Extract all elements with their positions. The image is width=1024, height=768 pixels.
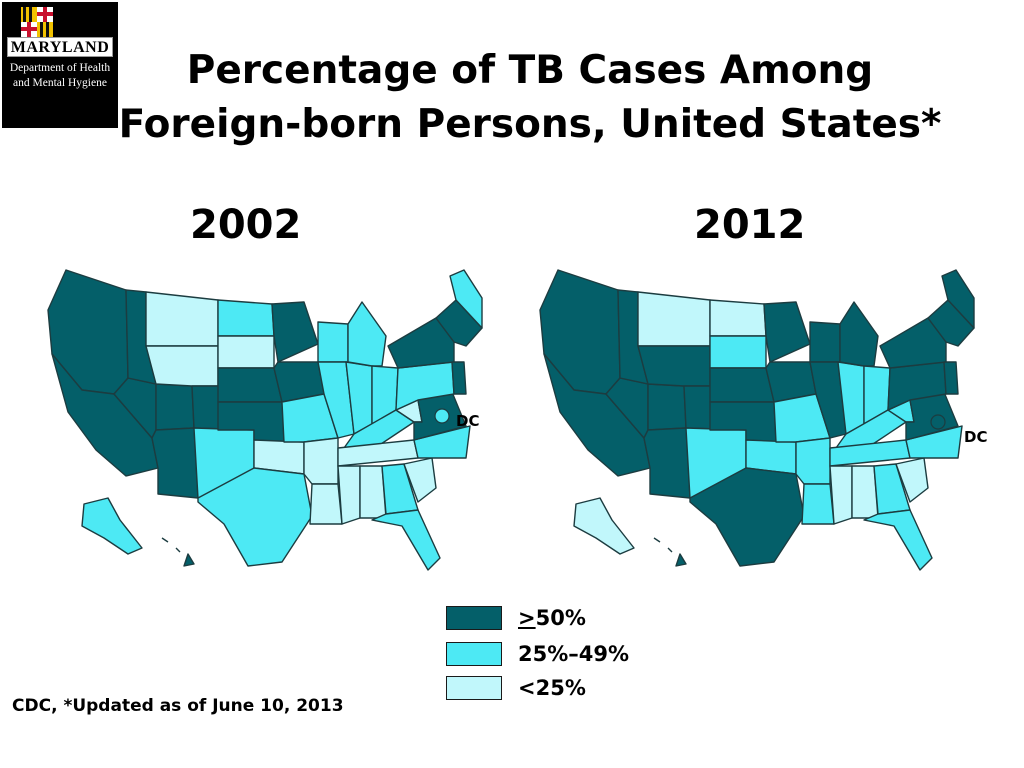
map-2012-regions — [539, 269, 975, 571]
legend-label-high: >50% — [518, 606, 586, 630]
region-north-carolina — [905, 425, 963, 459]
region-wisconsin — [809, 321, 841, 363]
map-2002-year: 2002 — [190, 202, 302, 248]
region-new-york — [387, 317, 455, 369]
region-hawaii — [653, 537, 687, 567]
region-arizona — [151, 427, 199, 499]
region-wyoming — [637, 345, 711, 387]
region-montana — [637, 291, 711, 347]
region-montana — [145, 291, 219, 347]
region-alaska — [81, 497, 143, 555]
us-map-2012 — [539, 269, 975, 571]
legend-label-high-prefix: > — [518, 606, 536, 630]
region-new-england — [435, 299, 483, 347]
region-alaska — [573, 497, 635, 555]
dc-marker-2002 — [434, 408, 450, 424]
region-north-dakota — [709, 299, 767, 337]
region-new-england — [927, 299, 975, 347]
region-north-dakota — [217, 299, 275, 337]
region-illinois — [809, 361, 847, 439]
source-note: CDC, *Updated as of June 10, 2013 — [12, 696, 344, 716]
dc-label-2012: DC — [964, 428, 988, 446]
region-south-carolina — [895, 457, 929, 503]
region-minnesota — [763, 301, 811, 363]
region-south-carolina — [403, 457, 437, 503]
region-louisiana — [801, 483, 835, 525]
region-hawaii — [161, 537, 195, 567]
region-texas — [689, 467, 805, 567]
logo-name: MARYLAND — [7, 37, 113, 57]
region-nebraska — [217, 367, 283, 403]
region-new-jersey — [943, 361, 959, 395]
region-kentucky — [835, 409, 907, 449]
region-michigan — [839, 301, 879, 367]
legend-swatch-low — [446, 676, 502, 700]
region-minnesota — [271, 301, 319, 363]
region-arkansas — [303, 437, 339, 485]
region-arkansas — [795, 437, 831, 485]
region-louisiana — [309, 483, 343, 525]
region-arizona — [643, 427, 691, 499]
region-wisconsin — [317, 321, 349, 363]
region-illinois — [317, 361, 355, 439]
logo-department: Department of Health and Mental Hygiene — [9, 62, 111, 89]
maryland-dhmh-logo: MARYLAND Department of Health and Mental… — [2, 2, 118, 128]
maryland-flag-icon — [21, 7, 53, 37]
region-nebraska — [709, 367, 775, 403]
legend-label-mid: 25%–49% — [518, 642, 630, 666]
legend-swatch-mid — [446, 642, 502, 666]
dc-label-2002: DC — [456, 412, 480, 430]
legend-label-high-rest: 50% — [535, 606, 586, 630]
legend-swatch-high — [446, 606, 502, 630]
region-new-york — [879, 317, 947, 369]
region-utah — [647, 383, 687, 431]
region-florida — [371, 509, 441, 571]
region-maine — [941, 269, 975, 329]
us-map-2002 — [47, 269, 483, 571]
region-utah — [155, 383, 195, 431]
region-south-dakota — [217, 335, 275, 369]
region-mississippi — [829, 465, 853, 525]
region-south-dakota — [709, 335, 767, 369]
region-michigan — [347, 301, 387, 367]
region-florida — [863, 509, 933, 571]
map-2002-regions — [47, 269, 483, 571]
region-mississippi — [337, 465, 361, 525]
region-new-jersey — [451, 361, 467, 395]
region-north-carolina — [413, 425, 471, 459]
legend-label-low: <25% — [518, 676, 586, 700]
dc-marker-2012 — [930, 414, 946, 430]
map-2012-year: 2012 — [694, 202, 806, 248]
title-line-1: Percentage of TB Cases Among — [186, 48, 874, 93]
region-wyoming — [145, 345, 219, 387]
region-kentucky — [343, 409, 415, 449]
region-maine — [449, 269, 483, 329]
region-texas — [197, 467, 313, 567]
title-line-2: Foreign-born Persons, United States* — [118, 102, 942, 147]
page-title: Percentage of TB Cases Among Foreign-bor… — [100, 44, 960, 152]
